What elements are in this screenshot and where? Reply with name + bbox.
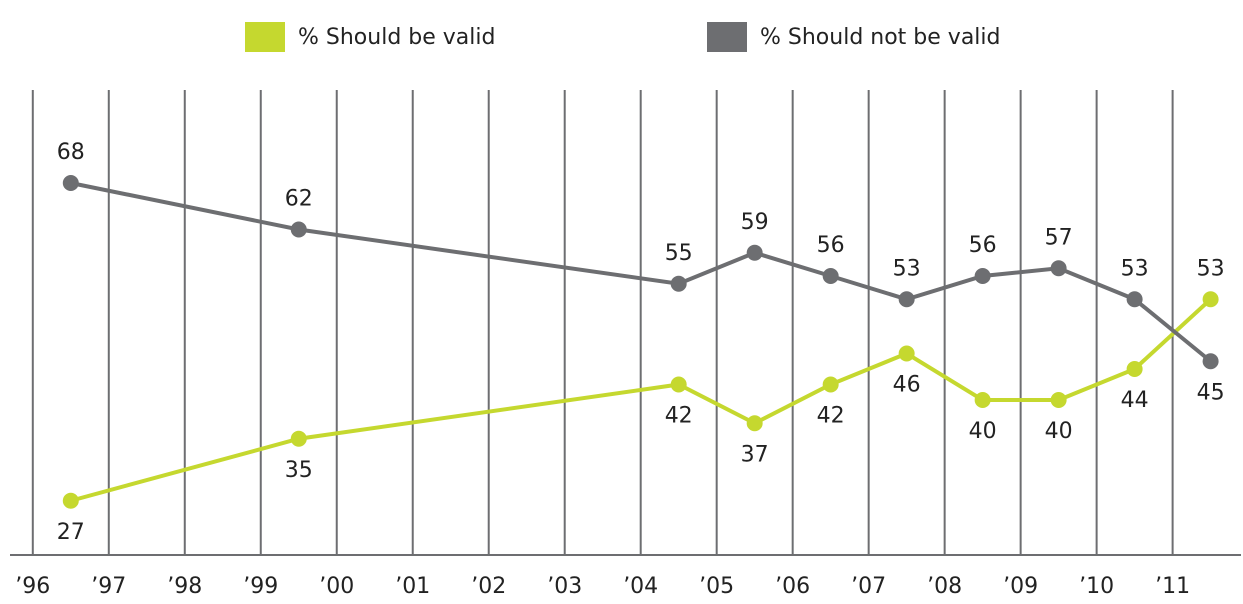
series-line <box>70 181 1212 363</box>
data-point <box>62 492 79 509</box>
x-tick-label: ’98 <box>167 574 202 599</box>
data-point <box>1126 361 1143 377</box>
data-label: 42 <box>817 404 845 429</box>
data-point <box>898 345 915 362</box>
x-tick-label: ’11 <box>1155 574 1190 599</box>
x-tick-label: ’09 <box>1003 574 1038 599</box>
series-line <box>70 297 1212 503</box>
data-label: 53 <box>1197 256 1225 281</box>
legend-label: % Should not be valid <box>760 25 1001 50</box>
x-tick-label: ’10 <box>1079 574 1114 599</box>
x-tick-label: ’06 <box>775 574 810 599</box>
data-point <box>974 268 991 284</box>
data-label: 53 <box>893 256 921 281</box>
data-label: 57 <box>1045 225 1073 250</box>
data-label: 37 <box>741 442 769 467</box>
data-point <box>670 275 687 292</box>
data-label: 59 <box>741 210 769 235</box>
data-label: 44 <box>1121 388 1149 413</box>
data-point <box>670 376 687 393</box>
data-point <box>62 175 79 191</box>
x-tick-label: ’02 <box>471 574 506 599</box>
x-tick-label: ’96 <box>15 574 50 599</box>
data-label: 40 <box>1045 419 1073 444</box>
data-point <box>1126 291 1143 308</box>
data-point <box>746 244 763 261</box>
data-label: 56 <box>817 233 845 258</box>
data-point <box>290 430 307 447</box>
x-tick-label: ’00 <box>319 574 354 599</box>
data-label: 46 <box>893 373 921 398</box>
x-tick-label: ’07 <box>851 574 886 599</box>
x-tick-label: ’05 <box>699 574 734 599</box>
data-label: 62 <box>285 187 313 212</box>
data-point <box>290 221 307 238</box>
x-tick-label: ’04 <box>623 574 658 599</box>
data-point <box>1202 291 1219 308</box>
x-tick-label: ’01 <box>395 574 430 599</box>
x-tick-label: ’03 <box>547 574 582 599</box>
data-point <box>974 392 991 408</box>
legend-swatch <box>707 22 747 52</box>
data-label: 27 <box>57 520 85 545</box>
data-point <box>746 415 763 432</box>
data-point <box>822 376 839 393</box>
data-point <box>1050 392 1067 408</box>
data-label: 45 <box>1197 380 1225 405</box>
data-label: 42 <box>665 404 693 429</box>
x-tick-label: ’97 <box>91 574 126 599</box>
legend-label: % Should be valid <box>298 25 495 50</box>
data-point <box>1050 260 1067 277</box>
data-point <box>1202 353 1219 370</box>
data-label: 40 <box>969 419 997 444</box>
data-point <box>822 268 839 284</box>
x-tick-label: ’99 <box>243 574 278 599</box>
legend-swatch <box>245 22 285 52</box>
data-label: 56 <box>969 233 997 258</box>
data-label: 55 <box>665 241 693 266</box>
data-point <box>898 291 915 308</box>
data-label: 53 <box>1121 256 1149 281</box>
data-label: 35 <box>285 458 313 483</box>
data-label: 68 <box>57 140 85 165</box>
x-tick-label: ’08 <box>927 574 962 599</box>
